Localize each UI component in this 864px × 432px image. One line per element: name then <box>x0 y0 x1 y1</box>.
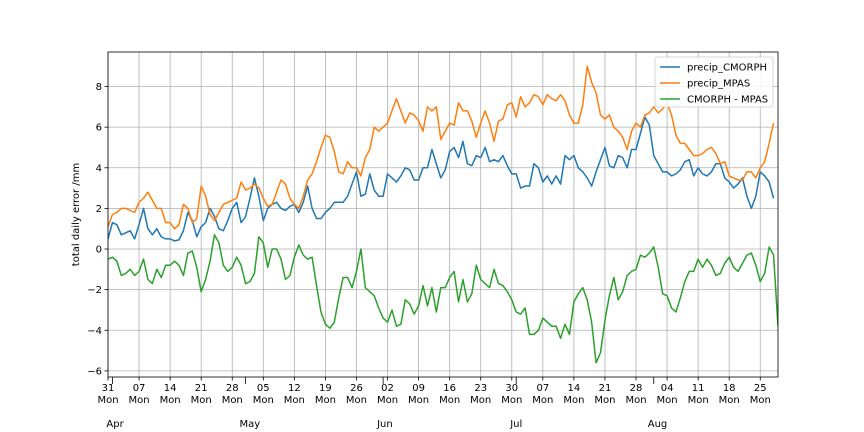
y-tick-label: 4 <box>96 163 102 174</box>
x-tick-weekday: Mon <box>315 395 336 406</box>
x-tick-label: 23 <box>474 383 487 394</box>
x-tick-label: 11 <box>692 383 705 394</box>
series-line-0 <box>108 116 775 242</box>
y-tick-label: −4 <box>87 326 102 337</box>
x-tick-weekday: Mon <box>719 395 740 406</box>
x-tick-label: 04 <box>661 383 674 394</box>
x-tick-label: 26 <box>350 383 363 394</box>
x-tick-label: 07 <box>536 383 549 394</box>
x-tick-weekday: Mon <box>191 395 212 406</box>
y-tick-label: −6 <box>87 366 102 377</box>
series-line-2 <box>108 234 778 364</box>
x-tick-weekday: Mon <box>377 395 398 406</box>
series-lines <box>108 65 778 364</box>
x-tick-label: 21 <box>195 383 208 394</box>
x-tick-weekday: Mon <box>470 395 491 406</box>
x-tick-weekday: Mon <box>408 395 429 406</box>
x-tick-weekday: Mon <box>563 395 584 406</box>
month-label: Jul <box>509 419 522 430</box>
x-tick-weekday: Mon <box>439 395 460 406</box>
legend-box <box>654 56 774 108</box>
y-tick-label: 8 <box>96 82 102 93</box>
month-label: Jun <box>376 419 393 430</box>
x-tick-label: 18 <box>723 383 736 394</box>
x-tick-weekday: Mon <box>222 395 243 406</box>
x-tick-weekday: Mon <box>532 395 553 406</box>
x-tick-weekday: Mon <box>346 395 367 406</box>
x-tick-weekday: Mon <box>657 395 678 406</box>
x-tick-label: 30 <box>505 383 518 394</box>
series-line-1 <box>108 65 775 230</box>
x-tick-label: 09 <box>412 383 425 394</box>
x-tick-weekday: Mon <box>750 395 771 406</box>
y-axis: −6 −4 −2 0 2 4 6 8 <box>87 82 108 377</box>
x-tick-label: 25 <box>754 383 767 394</box>
y-tick-label: 0 <box>96 245 102 256</box>
legend-label: precip_CMORPH <box>687 63 767 74</box>
y-axis-label: total daily error /mm <box>71 163 82 266</box>
x-tick-label: 28 <box>630 383 643 394</box>
legend-label: precip_MPAS <box>687 79 750 90</box>
month-label: Aug <box>648 419 668 430</box>
legend-label: CMORPH - MPAS <box>687 95 768 106</box>
month-label: May <box>240 419 261 430</box>
x-tick-weekday: Mon <box>97 395 118 406</box>
x-tick-weekday: Mon <box>160 395 181 406</box>
month-label: Apr <box>106 419 124 430</box>
x-tick-label: 16 <box>443 383 456 394</box>
x-axis: 31Mon07Mon14Mon21Mon28Mon05Mon12Mon19Mon… <box>97 377 771 430</box>
x-tick-weekday: Mon <box>253 395 274 406</box>
x-tick-weekday: Mon <box>129 395 150 406</box>
x-tick-label: 28 <box>226 383 239 394</box>
x-tick-label: 21 <box>599 383 612 394</box>
x-tick-label: 31 <box>102 383 115 394</box>
legend: precip_CMORPH precip_MPAS CMORPH - MPAS <box>654 56 774 108</box>
x-tick-label: 05 <box>257 383 270 394</box>
x-tick-weekday: Mon <box>284 395 305 406</box>
x-tick-label: 14 <box>568 383 581 394</box>
x-tick-weekday: Mon <box>594 395 615 406</box>
x-tick-weekday: Mon <box>688 395 709 406</box>
x-tick-label: 14 <box>164 383 177 394</box>
x-tick-label: 12 <box>288 383 301 394</box>
y-tick-label: 2 <box>96 204 102 215</box>
x-tick-label: 02 <box>381 383 394 394</box>
x-tick-label: 19 <box>319 383 332 394</box>
x-tick-label: 07 <box>133 383 146 394</box>
y-tick-label: −2 <box>87 285 102 296</box>
x-tick-weekday: Mon <box>625 395 646 406</box>
x-tick-weekday: Mon <box>501 395 522 406</box>
plot-frame <box>107 51 779 378</box>
y-tick-label: 6 <box>96 123 102 134</box>
